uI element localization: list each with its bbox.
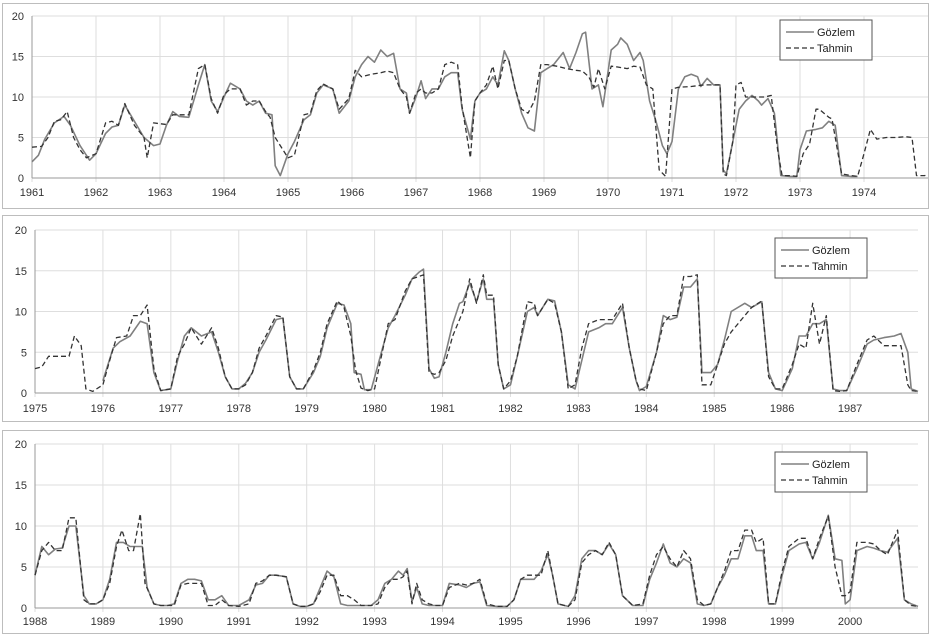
legend: Gözlem Tahmin	[779, 19, 873, 61]
line-chart-1988-2000: 0 5 10 15 20 1988 1989 1990 1991 1992 1993 1994 1995…	[2, 430, 929, 634]
x-tick-label: 1993	[362, 616, 386, 628]
series-line-tahmin	[34, 274, 919, 393]
y-tick-label: 20	[12, 11, 24, 23]
series-line-tahmin	[31, 59, 929, 178]
x-tick-label: 1967	[404, 187, 428, 199]
y-tick-label: 5	[21, 347, 27, 359]
legend-label: Tahmin	[812, 261, 847, 273]
x-tick-label: 1968	[468, 187, 492, 199]
x-tick-label: 1984	[634, 403, 658, 415]
legend-label: Tahmin	[812, 475, 847, 487]
x-tick-label: 1987	[838, 403, 862, 415]
x-tick-label: 1996	[566, 616, 590, 628]
x-tick-label: 1983	[566, 403, 590, 415]
legend-label: Gözlem	[812, 459, 850, 471]
x-tick-label: 1994	[430, 616, 454, 628]
x-tick-label: 1995	[498, 616, 522, 628]
x-tick-label: 1988	[23, 616, 47, 628]
y-tick-label: 0	[21, 603, 27, 615]
y-tick-label: 10	[12, 92, 24, 104]
x-tick-label: 1972	[724, 187, 748, 199]
y-tick-label: 15	[15, 266, 27, 278]
x-tick-label: 1976	[91, 403, 115, 415]
x-tick-label: 1978	[227, 403, 251, 415]
x-tick-label: 1992	[294, 616, 318, 628]
x-tick-label: 1982	[498, 403, 522, 415]
x-tick-label: 1965	[276, 187, 300, 199]
x-tick-label: 1985	[702, 403, 726, 415]
x-tick-label: 1963	[148, 187, 172, 199]
chart-panel-1961-1974: 0 5 10 15 20 1961 1962 1963 1964 1965 1966 1967 1968…	[0, 0, 932, 211]
x-tick-label: 1990	[159, 616, 183, 628]
x-tick-label: 1980	[362, 403, 386, 415]
y-tick-label: 20	[15, 439, 27, 451]
x-tick-label: 1966	[340, 187, 364, 199]
legend-box	[779, 19, 873, 61]
x-tick-label: 1991	[227, 616, 251, 628]
x-tick-label: 1981	[430, 403, 454, 415]
x-tick-label: 1989	[91, 616, 115, 628]
y-tick-label: 0	[21, 388, 27, 400]
y-tick-label: 5	[18, 133, 24, 145]
x-tick-label: 1964	[212, 187, 236, 199]
x-tick-label: 1977	[159, 403, 183, 415]
y-tick-label: 0	[18, 173, 24, 185]
y-tick-label: 5	[21, 562, 27, 574]
x-tick-label: 1962	[84, 187, 108, 199]
line-chart-1975-1987: 0 5 10 15 20 1975 1976 1977 1978 1979 1980 1981 1982…	[2, 215, 929, 422]
x-tick-label: 1961	[20, 187, 44, 199]
x-tick-label: 1971	[660, 187, 684, 199]
x-tick-label: 1997	[634, 616, 658, 628]
x-tick-label: 2000	[838, 616, 862, 628]
legend-label: Gözlem	[812, 245, 850, 257]
x-tick-label: 1974	[852, 187, 876, 199]
chart-frame	[2, 3, 929, 209]
x-tick-label: 1979	[294, 403, 318, 415]
x-tick-label: 1998	[702, 616, 726, 628]
chart-panel-1988-2000: 0 5 10 15 20 1988 1989 1990 1991 1992 1993 1994 1995…	[0, 428, 932, 634]
legend-box	[774, 237, 868, 279]
x-tick-label: 1975	[23, 403, 47, 415]
x-tick-label: 1970	[596, 187, 620, 199]
legend-box	[774, 451, 868, 493]
x-tick-label: 1973	[788, 187, 812, 199]
x-tick-label: 1986	[770, 403, 794, 415]
legend-label: Gözlem	[817, 27, 855, 39]
y-tick-label: 15	[12, 52, 24, 64]
line-chart-1961-1974: 0 5 10 15 20 1961 1962 1963 1964 1965 1966 1967 1968…	[2, 3, 929, 209]
x-tick-label: 1969	[532, 187, 556, 199]
y-tick-label: 10	[15, 521, 27, 533]
legend: Gözlem Tahmin	[774, 237, 868, 279]
series-line-tahmin	[34, 513, 919, 608]
series-line-gozlem	[31, 31, 858, 178]
chart-panel-1975-1987: 0 5 10 15 20 1975 1976 1977 1978 1979 1980 1981 1982…	[0, 213, 932, 425]
y-tick-label: 15	[15, 480, 27, 492]
legend: Gözlem Tahmin	[774, 451, 868, 493]
y-tick-label: 10	[15, 307, 27, 319]
chart-frame	[2, 215, 929, 422]
x-tick-label: 1999	[770, 616, 794, 628]
legend-label: Tahmin	[817, 43, 852, 55]
y-tick-label: 20	[15, 225, 27, 237]
